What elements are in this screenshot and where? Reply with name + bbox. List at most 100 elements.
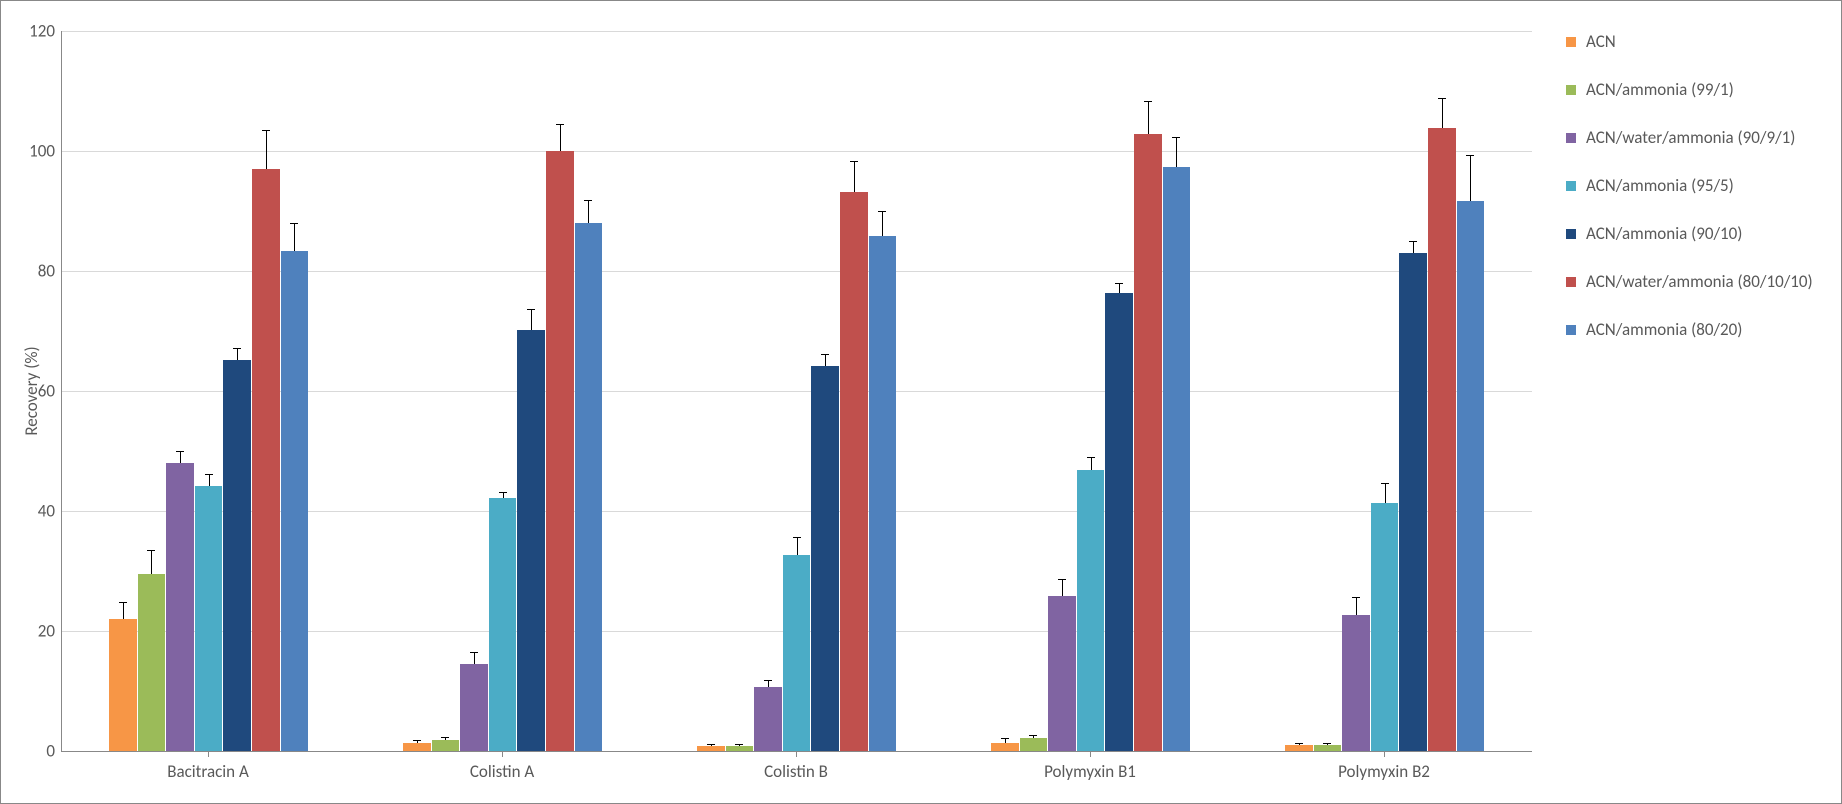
legend-label: ACN/ammonia (95/5) [1586, 175, 1734, 196]
bar [1020, 738, 1048, 751]
ytick-label: 20 [21, 621, 55, 642]
bar [1428, 128, 1456, 751]
bar [1134, 134, 1162, 751]
xtick-mark [1090, 751, 1091, 757]
error-bar-stem [560, 124, 561, 151]
ytick-label: 40 [21, 501, 55, 522]
bar [726, 746, 754, 751]
error-bar-cap [1381, 483, 1389, 484]
bar [166, 463, 194, 751]
bar [403, 743, 431, 751]
bar [783, 555, 811, 751]
legend-item: ACN [1566, 31, 1616, 52]
legend-label: ACN [1586, 31, 1616, 52]
bar [1457, 201, 1485, 751]
bar [869, 236, 897, 751]
error-bar-stem [474, 652, 475, 664]
error-bar-cap [1323, 743, 1331, 744]
error-bar-cap [1087, 457, 1095, 458]
bar [109, 619, 137, 751]
bar [1048, 596, 1076, 751]
bar [517, 330, 545, 751]
xtick-mark [796, 751, 797, 757]
bar [1163, 167, 1191, 751]
xtick-mark [208, 751, 209, 757]
error-bar-cap [119, 602, 127, 603]
bar [195, 486, 223, 751]
error-bar-cap [878, 211, 886, 212]
error-bar-cap [850, 161, 858, 162]
error-bar-stem [854, 161, 855, 193]
xtick-label: Bacitracin A [167, 761, 249, 782]
error-bar-cap [205, 474, 213, 475]
error-bar-stem [1442, 98, 1443, 128]
error-bar-stem [1356, 597, 1357, 614]
error-bar-stem [882, 211, 883, 236]
error-bar-cap [1466, 155, 1474, 156]
error-bar-stem [1385, 483, 1386, 503]
error-bar-stem [1148, 101, 1149, 134]
bar [1077, 470, 1105, 751]
legend-swatch [1566, 133, 1576, 143]
bar [1342, 615, 1370, 751]
error-bar-cap [1438, 98, 1446, 99]
error-bar-cap [735, 744, 743, 745]
error-bar-stem [531, 309, 532, 330]
error-bar-stem [180, 451, 181, 463]
bar [546, 151, 574, 751]
ytick-label: 100 [21, 141, 55, 162]
error-bar-cap [556, 124, 564, 125]
xtick-label: Polymyxin B2 [1338, 761, 1430, 782]
ytick-label: 0 [21, 741, 55, 762]
bar [1399, 253, 1427, 751]
legend-swatch [1566, 181, 1576, 191]
error-bar-cap [764, 680, 772, 681]
error-bar-stem [1062, 579, 1063, 596]
error-bar-cap [1115, 283, 1123, 284]
bar [432, 740, 460, 751]
bar [991, 743, 1019, 751]
bar [489, 498, 517, 751]
error-bar-cap [413, 740, 421, 741]
error-bar-stem [294, 223, 295, 251]
bar [1314, 745, 1342, 751]
legend-item: ACN/ammonia (99/1) [1566, 79, 1734, 100]
legend-item: ACN/water/ammonia (80/10/10) [1566, 271, 1813, 292]
error-bar-cap [707, 744, 715, 745]
error-bar-cap [1058, 579, 1066, 580]
error-bar-stem [825, 354, 826, 366]
bar [1371, 503, 1399, 751]
bar [281, 251, 309, 751]
bar [1285, 745, 1313, 751]
legend-label: ACN/ammonia (99/1) [1586, 79, 1734, 100]
legend-swatch [1566, 85, 1576, 95]
error-bar-cap [821, 354, 829, 355]
error-bar-cap [290, 223, 298, 224]
error-bar-cap [1029, 735, 1037, 736]
error-bar-stem [797, 537, 798, 555]
legend-label: ACN/water/ammonia (90/9/1) [1586, 127, 1795, 148]
error-bar-stem [151, 550, 152, 574]
error-bar-stem [266, 130, 267, 169]
bar [811, 366, 839, 751]
xtick-mark [1384, 751, 1385, 757]
legend-item: ACN/ammonia (90/10) [1566, 223, 1742, 244]
legend-item: ACN/water/ammonia (90/9/1) [1566, 127, 1795, 148]
bar [697, 746, 725, 751]
y-axis-label: Recovery (%) [21, 331, 42, 451]
error-bar-cap [527, 309, 535, 310]
legend-item: ACN/ammonia (95/5) [1566, 175, 1734, 196]
error-bar-cap [147, 550, 155, 551]
error-bar-cap [233, 348, 241, 349]
error-bar-cap [584, 200, 592, 201]
error-bar-stem [209, 474, 210, 486]
error-bar-cap [262, 130, 270, 131]
error-bar-stem [1119, 283, 1120, 293]
error-bar-cap [499, 492, 507, 493]
gridline [62, 31, 1532, 32]
xtick-label: Colistin B [764, 761, 828, 782]
xtick-mark [502, 751, 503, 757]
error-bar-cap [1144, 101, 1152, 102]
legend-item: ACN/ammonia (80/20) [1566, 319, 1742, 340]
bar [575, 223, 603, 751]
